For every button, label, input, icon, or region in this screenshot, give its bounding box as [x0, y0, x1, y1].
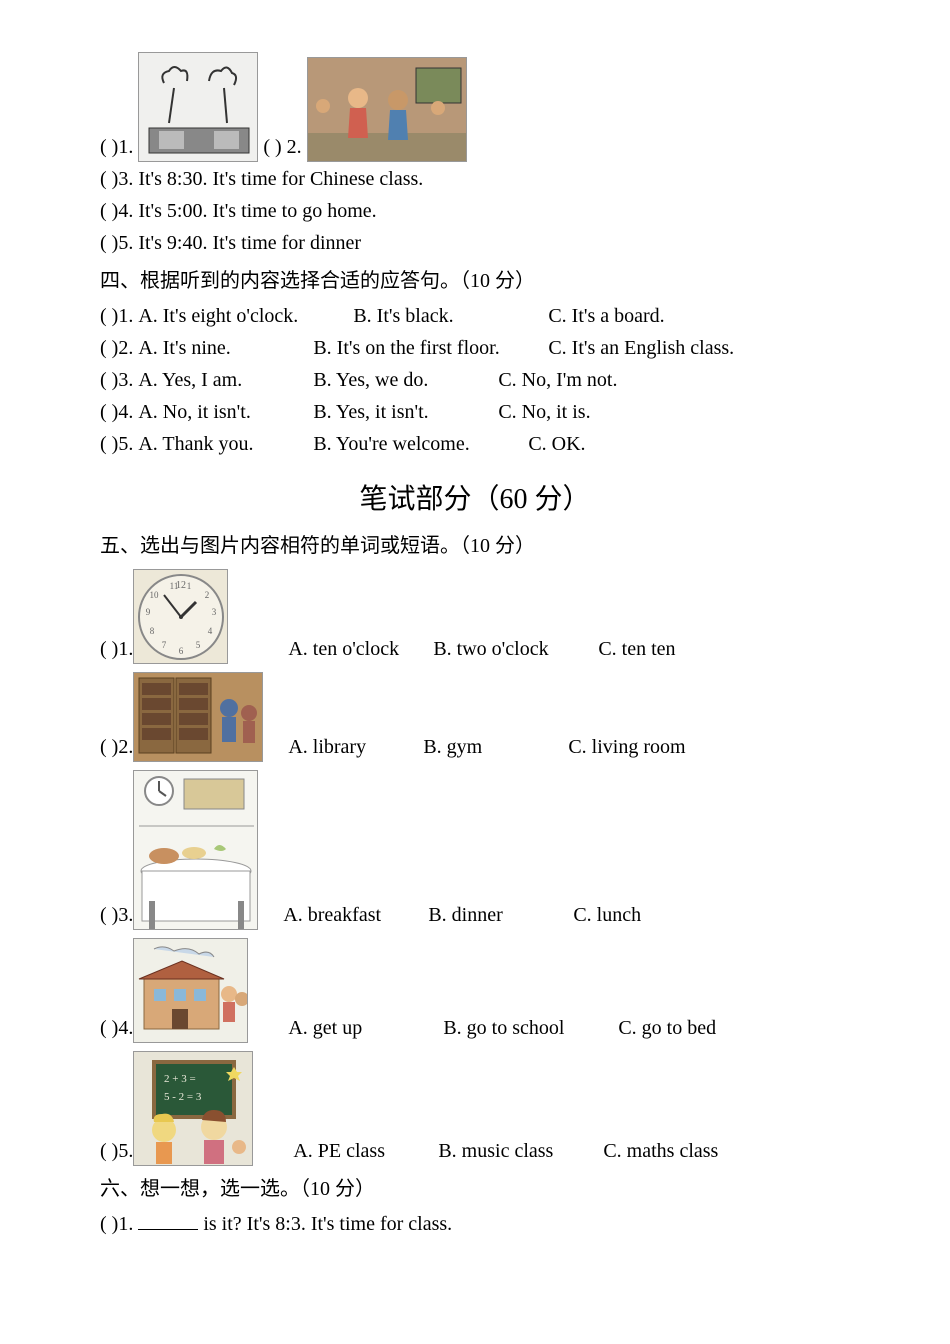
- question-2-prefix: ( ) 2.: [263, 136, 301, 158]
- svg-text:11: 11: [170, 581, 179, 591]
- image-2-placeholder: [307, 57, 467, 162]
- option-c: C. OK.: [528, 429, 585, 459]
- svg-text:8: 8: [150, 626, 155, 636]
- section-4-title: 四、根据听到的内容选择合适的应答句。（10 分）: [100, 266, 850, 296]
- section4-item-2: ( )2. A. It's nine. B. It's on the first…: [100, 333, 850, 363]
- option-c: C. ten ten: [598, 634, 675, 664]
- svg-text:3: 3: [212, 607, 217, 617]
- svg-text:1: 1: [187, 581, 192, 591]
- option-a: A. It's nine.: [138, 333, 308, 363]
- school-image: [133, 938, 248, 1043]
- svg-text:7: 7: [162, 640, 167, 650]
- section6-item-1: ( )1. is it? It's 8:3. It's time for cla…: [100, 1209, 850, 1239]
- option-c: C. lunch: [573, 900, 641, 930]
- section5-item-2: ( )2. A. library B. gym C. living room: [100, 672, 850, 762]
- option-b: B. gym: [423, 732, 563, 762]
- svg-text:10: 10: [150, 590, 160, 600]
- option-c: C. maths class: [603, 1136, 718, 1166]
- option-a: A. Yes, I am.: [138, 365, 308, 395]
- option-a: A. library: [288, 732, 418, 762]
- option-b: B. two o'clock: [433, 634, 593, 664]
- svg-text:6: 6: [179, 646, 184, 656]
- option-a: A. It's eight o'clock.: [138, 301, 348, 331]
- option-b: B. You're welcome.: [313, 429, 523, 459]
- question-1-prefix: ( )1.: [100, 136, 133, 158]
- clock-image: 12 11 1 10 2 9 3 8 4 7 6 5: [133, 569, 228, 664]
- section4-item-1: ( )1. A. It's eight o'clock. B. It's bla…: [100, 301, 850, 331]
- question-5: ( )5. It's 9:40. It's time for dinner: [100, 228, 850, 258]
- section4-item-5: ( )5. A. Thank you. B. You're welcome. C…: [100, 429, 850, 459]
- section5-item-4: ( )4. A. get up B. go to school C. go to…: [100, 938, 850, 1043]
- option-c: C. go to bed: [618, 1013, 716, 1043]
- item-num: ( )1.: [100, 634, 133, 664]
- svg-text:4: 4: [208, 626, 213, 636]
- option-b: B. It's on the first floor.: [313, 333, 543, 363]
- item-num: ( )1.: [100, 305, 133, 327]
- option-a: A. breakfast: [283, 900, 423, 930]
- option-b: B. go to school: [443, 1013, 613, 1043]
- question-3: ( )3. It's 8:30. It's time for Chinese c…: [100, 164, 850, 194]
- item-num: ( )3.: [100, 900, 133, 930]
- option-a: A. get up: [288, 1013, 438, 1043]
- option-a: A. ten o'clock: [288, 634, 428, 664]
- option-c: C. It's a board.: [548, 301, 664, 331]
- library-image: [133, 672, 263, 762]
- maths-image: 2 + 3 = 5 - 2 = 3: [133, 1051, 253, 1166]
- item-num: ( )2.: [100, 337, 133, 359]
- breakfast-image: [133, 770, 258, 930]
- svg-text:2: 2: [205, 590, 210, 600]
- option-c: C. It's an English class.: [548, 333, 734, 363]
- item-num: ( )5.: [100, 433, 133, 455]
- section-6-title: 六、想一想，选一选。（10 分）: [100, 1174, 850, 1204]
- option-a: A. No, it isn't.: [138, 397, 308, 427]
- option-b: B. dinner: [428, 900, 568, 930]
- image-question-row: ( )1. ( ) 2.: [100, 52, 850, 162]
- option-b: B. Yes, we do.: [313, 365, 493, 395]
- image-1-placeholder: [138, 52, 258, 162]
- option-a: A. Thank you.: [138, 429, 308, 459]
- option-b: B. Yes, it isn't.: [313, 397, 493, 427]
- q1-suffix: is it? It's 8:3. It's time for class.: [198, 1213, 452, 1235]
- q1-prefix: ( )1.: [100, 1213, 138, 1235]
- svg-text:5: 5: [196, 640, 201, 650]
- item-num: ( )3.: [100, 369, 133, 391]
- section4-item-4: ( )4. A. No, it isn't. B. Yes, it isn't.…: [100, 397, 850, 427]
- svg-text:5 - 2 = 3: 5 - 2 = 3: [164, 1091, 202, 1103]
- item-num: ( )4.: [100, 401, 133, 423]
- fill-blank[interactable]: [138, 1210, 198, 1230]
- item-num: ( )4.: [100, 1013, 133, 1043]
- section-5-title: 五、选出与图片内容相符的单词或短语。（10 分）: [100, 531, 850, 561]
- item-num: ( )2.: [100, 732, 133, 762]
- option-c: C. No, I'm not.: [498, 365, 617, 395]
- section5-item-1: ( )1. 12 11 1 10 2 9 3 8 4 7 6 5 A. ten …: [100, 569, 850, 664]
- option-a: A. PE class: [293, 1136, 433, 1166]
- svg-text:9: 9: [146, 607, 151, 617]
- option-b: B. music class: [438, 1136, 598, 1166]
- option-c: C. living room: [568, 732, 685, 762]
- written-part-header: 笔试部分（60 分）: [100, 479, 850, 521]
- svg-text:2 + 3 =: 2 + 3 =: [164, 1073, 196, 1085]
- item-num: ( )5.: [100, 1136, 133, 1166]
- section5-item-3: ( )3. A. breakfast B. dinner C. lunch: [100, 770, 850, 930]
- question-4: ( )4. It's 5:00. It's time to go home.: [100, 196, 850, 226]
- section5-item-5: ( )5. 2 + 3 = 5 - 2 = 3 A. PE class B. m…: [100, 1051, 850, 1166]
- option-b: B. It's black.: [353, 301, 543, 331]
- section4-item-3: ( )3. A. Yes, I am. B. Yes, we do. C. No…: [100, 365, 850, 395]
- option-c: C. No, it is.: [498, 397, 590, 427]
